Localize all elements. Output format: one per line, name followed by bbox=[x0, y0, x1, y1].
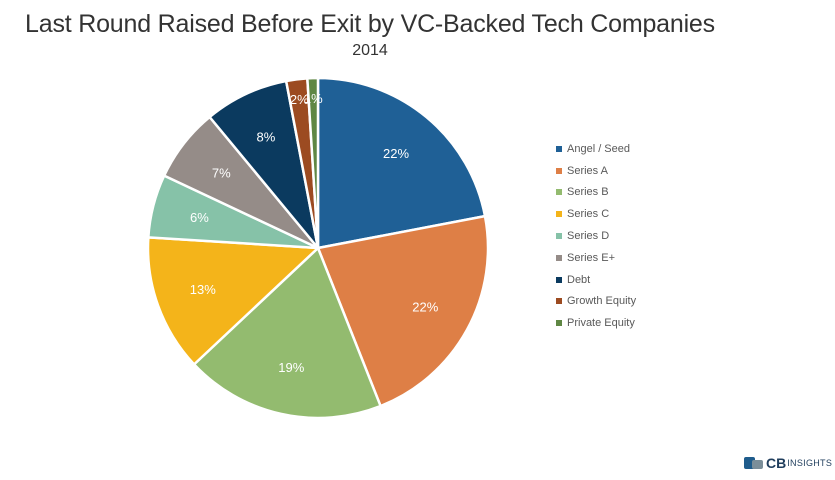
legend-label: Angel / Seed bbox=[567, 142, 630, 155]
legend-label: Series B bbox=[567, 186, 609, 199]
pie-slice-series-c bbox=[146, 236, 320, 366]
data-label: 7% bbox=[212, 166, 231, 181]
legend-item-debt: Debt bbox=[556, 269, 636, 291]
cb-logo-icon bbox=[744, 456, 764, 470]
legend-swatch bbox=[556, 320, 562, 327]
legend-item-series-d: Series D bbox=[556, 225, 636, 247]
legend-item-series-a: Series A bbox=[556, 160, 636, 182]
legend-item-series-c: Series C bbox=[556, 203, 636, 225]
data-label: 22% bbox=[412, 300, 438, 315]
legend-label: Debt bbox=[567, 273, 591, 286]
legend-item-series-b: Series B bbox=[556, 182, 636, 204]
legend-item-growth-equity: Growth Equity bbox=[556, 291, 636, 313]
pie-slice-series-b bbox=[192, 246, 382, 420]
pie-slice-series-a bbox=[316, 214, 490, 408]
data-label: 13% bbox=[190, 282, 216, 297]
data-label: 22% bbox=[383, 146, 409, 161]
legend-item-angel-seed: Angel / Seed bbox=[556, 138, 636, 160]
data-label: 2% bbox=[290, 92, 309, 107]
legend-label: Series C bbox=[567, 208, 610, 221]
pie-slice-private-equity bbox=[306, 76, 320, 250]
legend-swatch bbox=[556, 298, 562, 305]
logo-text-bold: CB bbox=[766, 455, 787, 471]
data-label: 19% bbox=[278, 360, 304, 375]
chart-subtitle: 2014 bbox=[352, 42, 388, 59]
legend-swatch bbox=[556, 254, 562, 261]
legend-swatch bbox=[556, 167, 562, 174]
legend-label: Series D bbox=[567, 230, 610, 243]
legend-label: Series E+ bbox=[567, 251, 615, 264]
legend-label: Private Equity bbox=[567, 317, 635, 330]
legend-swatch bbox=[556, 145, 562, 152]
legend-swatch bbox=[556, 211, 562, 218]
data-label: 6% bbox=[190, 210, 209, 225]
legend: Angel / Seed Series A Series B Series C … bbox=[556, 138, 636, 334]
legend-label: Growth Equity bbox=[567, 295, 637, 308]
logo-text: INSIGHTS bbox=[787, 458, 833, 468]
legend-item-private-equity: Private Equity bbox=[556, 312, 636, 334]
cb-insights-logo: CB INSIGHTS bbox=[744, 455, 832, 471]
legend-swatch bbox=[556, 276, 562, 283]
data-label: 8% bbox=[257, 130, 276, 145]
data-label: 1% bbox=[304, 91, 323, 106]
legend-swatch bbox=[556, 233, 562, 240]
chart-title: Last Round Raised Before Exit by VC-Back… bbox=[25, 10, 715, 38]
pie-slice-angel-seed bbox=[316, 76, 487, 250]
legend-item-series-e-plus: Series E+ bbox=[556, 247, 636, 269]
legend-label: Series A bbox=[567, 164, 608, 177]
legend-swatch bbox=[556, 189, 562, 196]
